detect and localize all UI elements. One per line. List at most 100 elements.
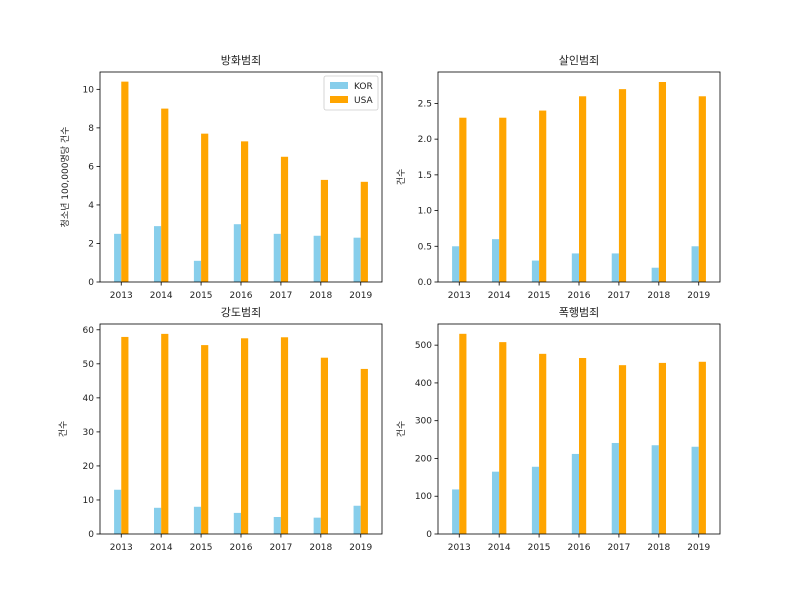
- y-tick-label: 0.5: [418, 242, 432, 252]
- bar-kor-2015: [193, 506, 202, 534]
- bar-kor-2017: [273, 516, 281, 534]
- y-tick-label: 10: [83, 496, 95, 506]
- x-tick-label: 2013: [110, 291, 133, 301]
- bar-usa-2016: [241, 338, 249, 534]
- y-tick-label: 2.0: [418, 135, 433, 145]
- bar-usa-2014: [499, 117, 507, 282]
- chart-panel-4: 2013 2014 2015 2016 2017 2018 2019 0 100 200 300 40…: [396, 306, 721, 553]
- bar-usa-2015: [201, 345, 209, 534]
- bar-kor-2019: [691, 246, 699, 282]
- bar-usa-2016: [579, 96, 587, 283]
- bar-kor-2013: [452, 489, 460, 534]
- y-axis-label: 건수: [58, 421, 69, 438]
- x-tick-label: 2015: [528, 543, 551, 553]
- bar-usa-2013: [459, 333, 467, 534]
- bar-usa-2018: [658, 82, 667, 282]
- bar-kor-2017: [611, 253, 619, 282]
- chart-panel-2: 2013 2014 2015 2016 2017 2018 2019 0.0 0.5 1.0 1.5…: [396, 54, 721, 301]
- x-tick-label: 2015: [528, 291, 551, 301]
- chart-title: 살인범죄: [559, 54, 599, 67]
- y-tick-label: 8: [88, 124, 94, 134]
- bar-usa-2016: [579, 357, 587, 534]
- x-tick-label: 2014: [488, 291, 511, 301]
- legend: KOR USA: [323, 75, 379, 111]
- bar-usa-2017: [618, 89, 627, 283]
- x-tick-label: 2016: [230, 291, 253, 301]
- y-tick-label: 2: [88, 239, 94, 249]
- bar-kor-2015: [531, 466, 540, 534]
- x-tick-label: 2019: [349, 543, 372, 553]
- bar-kor-2013: [114, 489, 122, 534]
- bar-usa-2018: [320, 357, 329, 534]
- bar-kor-2018: [651, 267, 659, 282]
- x-tick-label: 2019: [687, 543, 710, 553]
- y-tick-label: 200: [415, 454, 432, 464]
- bar-kor-2018: [651, 445, 659, 534]
- bar-usa-2017: [280, 156, 289, 282]
- y-axis-label: 건수: [396, 169, 407, 186]
- x-tick-label: 2017: [269, 543, 292, 553]
- bar-usa-2015: [539, 353, 547, 534]
- y-tick-label: 6: [88, 162, 94, 172]
- bar-kor-2016: [233, 224, 241, 282]
- y-tick-label: 4: [88, 201, 94, 211]
- bar-kor-2016: [571, 453, 579, 534]
- x-tick-label: 2017: [269, 291, 292, 301]
- x-tick-label: 2013: [110, 543, 133, 553]
- y-tick-label: 500: [415, 341, 432, 351]
- bar-kor-2013: [452, 246, 460, 282]
- y-axis-label: 청소년 100,000명당 건수: [60, 127, 71, 228]
- x-tick-label: 2013: [448, 543, 471, 553]
- x-tick-label: 2017: [607, 291, 630, 301]
- bar-kor-2017: [611, 442, 619, 534]
- bar-usa-2014: [499, 342, 507, 534]
- bar-usa-2019: [360, 368, 368, 534]
- x-tick-label: 2018: [647, 543, 670, 553]
- chart-title: 강도범죄: [221, 306, 261, 319]
- bar-usa-2014: [161, 108, 169, 283]
- x-tick-label: 2017: [607, 543, 630, 553]
- bar-kor-2016: [233, 512, 241, 534]
- y-tick-label: 0: [88, 530, 94, 540]
- x-tick-label: 2013: [448, 291, 471, 301]
- bar-usa-2014: [161, 333, 169, 534]
- chart-title: 방화범죄: [221, 54, 261, 67]
- y-tick-label: 40: [83, 394, 95, 404]
- bar-kor-2015: [193, 260, 202, 282]
- bar-usa-2019: [698, 361, 706, 534]
- bar-usa-2015: [201, 133, 209, 282]
- y-tick-label: 20: [83, 462, 95, 472]
- bar-usa-2019: [698, 96, 706, 283]
- legend-swatch-usa: [330, 96, 348, 103]
- x-tick-label: 2018: [647, 291, 670, 301]
- y-axis-label: 건수: [396, 421, 407, 438]
- bar-kor-2013: [114, 233, 122, 282]
- y-tick-label: 60: [83, 326, 95, 336]
- bar-kor-2014: [491, 471, 500, 534]
- x-tick-label: 2014: [150, 543, 173, 553]
- bar-kor-2015: [531, 260, 540, 282]
- y-tick-label: 300: [415, 417, 432, 427]
- chart-panel-1: 2013 2014 2015 2016 2017 2018 2019 0 2 4 6 8 10 방화범죄청…: [60, 54, 383, 301]
- y-tick-label: 0: [426, 530, 432, 540]
- bar-usa-2016: [241, 141, 249, 282]
- x-tick-label: 2018: [309, 291, 332, 301]
- legend-label-usa: USA: [354, 96, 373, 106]
- y-tick-label: 2.5: [418, 99, 432, 109]
- x-tick-label: 2015: [190, 543, 213, 553]
- x-tick-label: 2014: [488, 543, 511, 553]
- chart-panel-3: 2013 2014 2015 2016 2017 2018 2019 0 10 20 30 40 50 6…: [58, 306, 383, 553]
- bar-kor-2018: [313, 517, 321, 534]
- y-tick-label: 0: [88, 278, 94, 288]
- bar-usa-2013: [121, 81, 129, 282]
- bar-usa-2015: [539, 110, 547, 282]
- x-tick-label: 2016: [568, 291, 591, 301]
- bar-usa-2019: [360, 181, 368, 282]
- y-tick-label: 1.0: [418, 207, 433, 217]
- bar-kor-2018: [313, 235, 321, 282]
- bar-usa-2018: [320, 179, 329, 282]
- bar-usa-2013: [121, 336, 129, 534]
- x-tick-label: 2016: [568, 543, 591, 553]
- x-tick-label: 2018: [309, 543, 332, 553]
